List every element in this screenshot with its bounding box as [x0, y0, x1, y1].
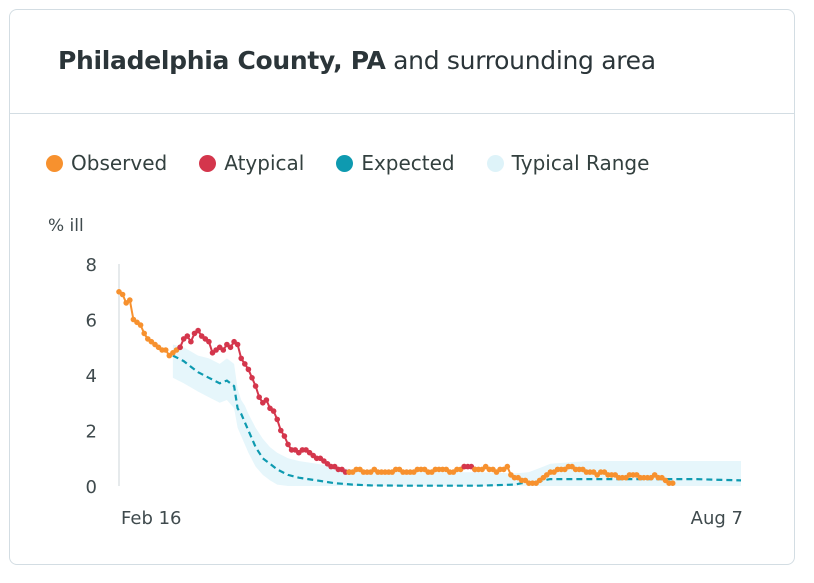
atypical-point[interactable] — [184, 333, 191, 339]
observed-series — [116, 289, 676, 487]
typical-range-band — [172, 344, 741, 486]
atypical-point[interactable] — [278, 427, 284, 434]
chart-legend: Observed Atypical Expected Typical Range — [46, 150, 681, 176]
expected-line — [172, 354, 742, 487]
atypical-point[interactable] — [188, 338, 194, 345]
atypical-point[interactable] — [252, 383, 259, 389]
y-tick-label: 4 — [86, 366, 97, 387]
chart-axes: 0 2 4 6 8 Feb 16 Aug 7 — [86, 255, 743, 529]
legend-item-atypical[interactable]: Atypical — [199, 151, 304, 175]
atypical-point[interactable] — [234, 341, 241, 348]
y-tick-label: 0 — [86, 477, 97, 498]
x-tick-label-start: Feb 16 — [121, 508, 182, 529]
x-tick-label-end: Aug 7 — [691, 508, 743, 529]
observed-point[interactable] — [162, 347, 169, 353]
atypical-point[interactable] — [195, 327, 201, 334]
atypical-point[interactable] — [270, 408, 277, 414]
y-tick-label: 8 — [86, 255, 97, 276]
y-axis-title: % ill — [48, 216, 84, 236]
y-tick-label: 6 — [86, 311, 97, 332]
legend-item-observed[interactable]: Observed — [46, 151, 167, 175]
atypical-point[interactable] — [274, 416, 281, 423]
legend-label-expected: Expected — [361, 151, 455, 175]
atypical-point[interactable] — [227, 344, 234, 351]
observed-point[interactable] — [127, 297, 133, 303]
atypical-point[interactable] — [245, 366, 252, 373]
expected-series — [172, 354, 742, 487]
observed-point[interactable] — [137, 322, 144, 328]
typical-range-area — [172, 344, 741, 486]
title-suffix: and surrounding area — [385, 46, 656, 75]
legend-item-typical-range[interactable]: Typical Range — [486, 151, 650, 175]
atypical-point[interactable] — [220, 347, 227, 353]
observed-swatch — [46, 154, 63, 172]
atypical-point[interactable] — [281, 433, 288, 439]
typical-range-swatch — [486, 154, 504, 172]
legend-item-expected[interactable]: Expected — [336, 151, 455, 175]
atypical-point[interactable] — [249, 375, 255, 381]
atypical-point[interactable] — [242, 361, 248, 367]
legend-label-atypical: Atypical — [224, 151, 305, 175]
legend-label-typical-range: Typical Range — [511, 151, 650, 175]
atypical-point[interactable] — [206, 338, 212, 345]
observed-point[interactable] — [119, 291, 126, 298]
legend-label-observed: Observed — [71, 151, 168, 175]
chart-title: Philadelphia County, PA and surrounding … — [58, 46, 656, 75]
atypical-point[interactable] — [177, 344, 183, 351]
atypical-point[interactable] — [238, 355, 244, 362]
observed-point[interactable] — [504, 463, 511, 470]
observed-point[interactable] — [669, 480, 676, 487]
atypical-point[interactable] — [285, 441, 291, 448]
title-county: Philadelphia County, PA — [58, 46, 386, 75]
atypical-point[interactable] — [263, 397, 270, 403]
y-tick-label: 2 — [86, 422, 97, 443]
expected-swatch — [336, 154, 354, 172]
observed-point[interactable] — [141, 330, 147, 337]
atypical-point[interactable] — [256, 394, 263, 401]
card-header: Philadelphia County, PA and surrounding … — [10, 10, 794, 114]
atypical-swatch — [199, 154, 217, 172]
